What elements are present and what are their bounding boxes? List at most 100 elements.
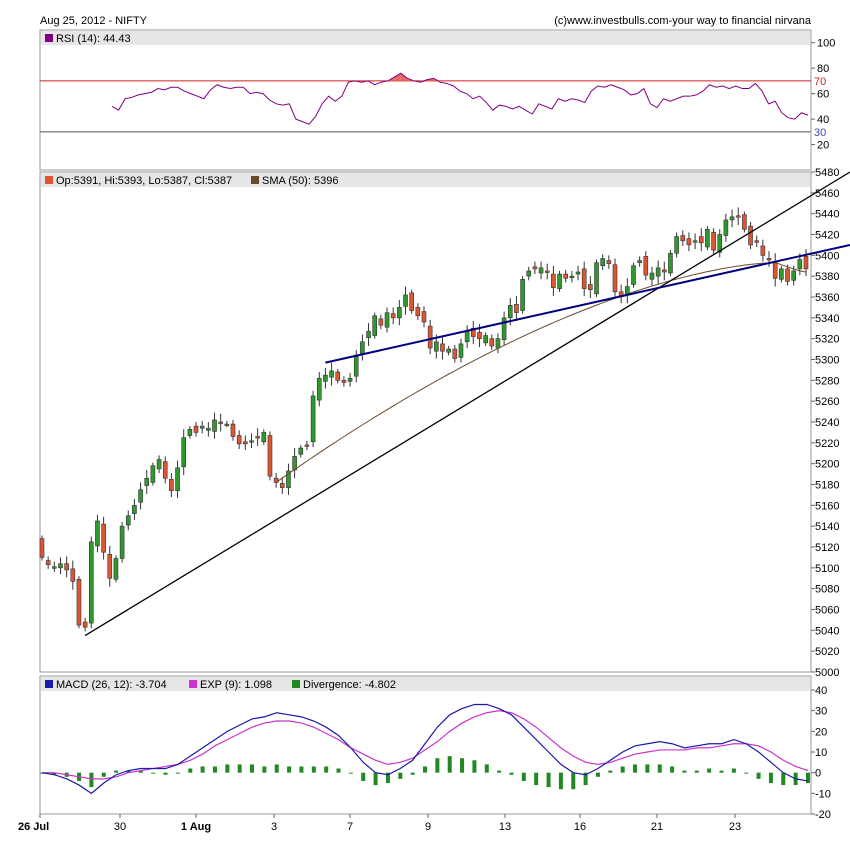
- candle-body: [421, 311, 427, 323]
- candle-body: [138, 489, 143, 503]
- candle-body: [39, 538, 45, 558]
- candle-body: [156, 459, 162, 470]
- price-tick-label: 5320: [815, 334, 839, 346]
- candle-body: [230, 423, 236, 437]
- candle-body: [261, 432, 267, 443]
- divergence-bar: [719, 770, 724, 773]
- candle-body: [637, 260, 642, 263]
- price-tick-label: 5180: [815, 480, 839, 492]
- candle-body: [779, 268, 784, 280]
- rsi-tick-label: 20: [817, 140, 829, 152]
- x-tick-label: 21: [651, 821, 663, 833]
- candle-body: [532, 266, 538, 270]
- divergence-bar: [262, 766, 267, 773]
- macd-legend-label: MACD (26, 12): -3.704: [56, 679, 167, 691]
- rsi-overbought-fill: [400, 73, 408, 81]
- x-tick-label: 3: [271, 821, 277, 833]
- candle-body: [360, 341, 365, 354]
- candle-body: [249, 440, 254, 443]
- divergence-legend-label: Divergence: -4.802: [303, 679, 396, 691]
- divergence-bar: [608, 770, 613, 773]
- price-legend-bar: [41, 173, 810, 187]
- candle-body: [52, 566, 57, 569]
- candle-body: [212, 419, 217, 432]
- divergence-bar: [595, 772, 600, 777]
- divergence-bar: [534, 772, 539, 786]
- candle-body: [729, 216, 735, 221]
- candle-body: [236, 435, 242, 445]
- candle-body: [477, 332, 482, 339]
- candle-body: [298, 447, 304, 455]
- candle-body: [372, 315, 378, 336]
- candle-body: [674, 236, 679, 254]
- divergence-bar: [670, 766, 675, 773]
- candle-body: [175, 467, 180, 492]
- candle-body: [544, 270, 550, 273]
- candle-body: [643, 256, 649, 276]
- candle-body: [267, 435, 273, 477]
- candle-body: [655, 267, 661, 277]
- macd-panel-frame: [39, 675, 812, 815]
- candle-body: [766, 258, 772, 261]
- macd-tick-label: 0: [815, 768, 821, 780]
- candle-body: [711, 232, 716, 251]
- candle-body: [631, 265, 636, 285]
- divergence-bar: [472, 760, 477, 773]
- price-tick-label: 5340: [815, 313, 839, 325]
- divergence-bar: [274, 764, 279, 773]
- trendline: [325, 243, 850, 364]
- divergence-bar: [299, 766, 304, 773]
- candle-body: [316, 377, 322, 401]
- candle-body: [162, 461, 168, 479]
- candle-body: [427, 325, 433, 349]
- candle-body: [304, 444, 310, 447]
- candle-body: [742, 214, 747, 230]
- divergence-bar: [731, 768, 736, 773]
- price-tick-label: 5400: [815, 250, 839, 262]
- candle-body: [101, 523, 106, 553]
- candle-body: [82, 621, 88, 628]
- divergence-bar: [163, 772, 168, 775]
- price-tick-label: 5240: [815, 417, 839, 429]
- rsi-overbought-fill: [394, 73, 401, 81]
- divergence-bar: [336, 768, 341, 773]
- divergence-bar: [682, 770, 687, 773]
- price-tick-label: 5160: [815, 500, 839, 512]
- candle-body: [600, 258, 605, 267]
- price-tick-label: 5420: [815, 230, 839, 242]
- candle-body: [692, 240, 698, 243]
- macd-tick-label: 30: [815, 706, 827, 718]
- candle-body: [409, 292, 414, 311]
- chart-credit: (c)www.investbulls.com-your way to finan…: [554, 15, 812, 27]
- price-tick-label: 5060: [815, 605, 839, 617]
- divergence-bar: [620, 766, 625, 773]
- rsi-overbought-fill: [433, 78, 441, 81]
- candle-body: [218, 421, 223, 424]
- candle-body: [206, 427, 211, 431]
- divergence-bar: [126, 770, 131, 773]
- rsi-tick-label: 60: [817, 89, 829, 101]
- candle-body: [88, 541, 94, 624]
- macd-tick-label: -10: [815, 788, 831, 800]
- sma-legend-swatch: [251, 176, 259, 184]
- candle-body: [366, 331, 371, 338]
- candle-body: [520, 278, 525, 311]
- ohlc-legend-label: Op:5391, Hi:5393, Lo:5387, Cl:5387: [56, 175, 232, 187]
- divergence-bar: [114, 770, 119, 773]
- candle-body: [785, 268, 790, 282]
- divergence-bar: [250, 764, 255, 773]
- candle-body: [415, 307, 421, 317]
- candle-body: [501, 317, 507, 341]
- candle-body: [341, 380, 347, 383]
- divergence-bar: [707, 768, 712, 773]
- x-tick-label: 26 Jul: [18, 821, 49, 833]
- divergence-bar: [348, 772, 353, 774]
- candle-body: [563, 273, 569, 279]
- candle-body: [735, 215, 741, 218]
- candle-body: [797, 259, 803, 270]
- divergence-bar: [311, 766, 316, 773]
- divergence-bar: [237, 764, 242, 773]
- x-tick-label: 1 Aug: [181, 821, 211, 833]
- candle-body: [452, 348, 458, 359]
